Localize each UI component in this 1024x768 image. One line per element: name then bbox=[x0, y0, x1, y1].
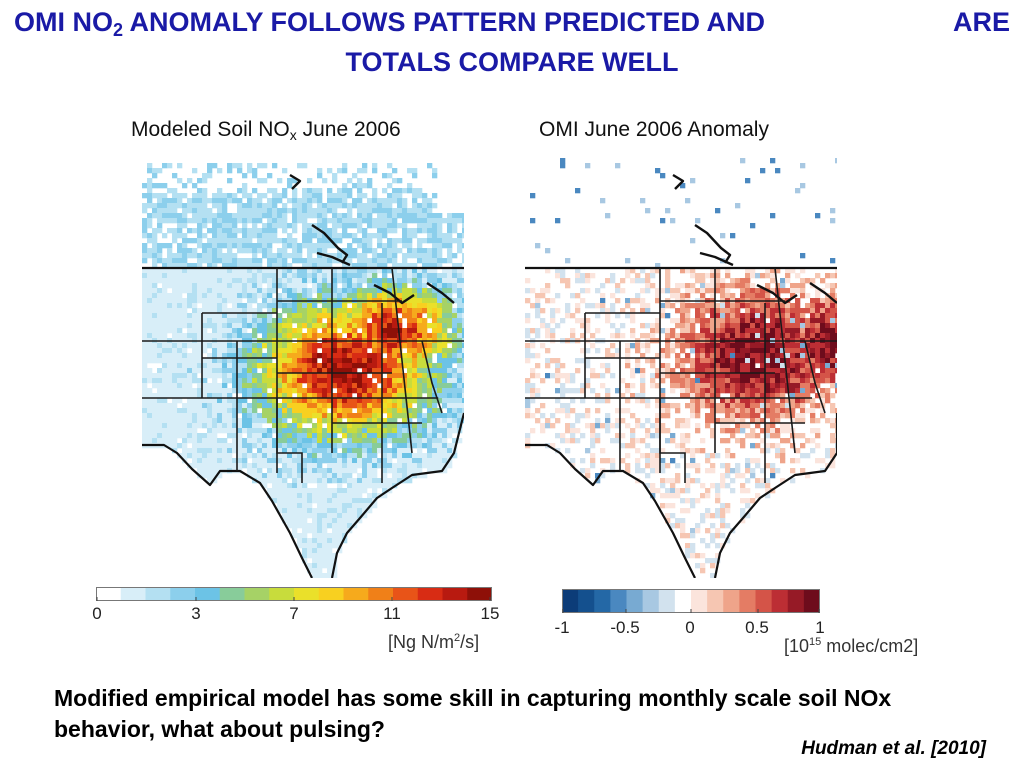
colorbar-swatch bbox=[294, 587, 320, 601]
colorbar-tick: -1 bbox=[554, 618, 570, 637]
colorbar-swatch bbox=[562, 589, 579, 613]
colorbar-swatch bbox=[594, 589, 611, 613]
colorbar-swatch bbox=[244, 587, 270, 601]
colorbar-swatch bbox=[393, 587, 419, 601]
colorbar-tick: -0.5 bbox=[610, 618, 640, 637]
citation: Hudman et al. [2010] bbox=[801, 738, 986, 759]
colorbar-swatch bbox=[195, 587, 221, 601]
colorbar-swatch bbox=[642, 589, 660, 613]
colorbar-swatch bbox=[269, 587, 295, 601]
colorbar-swatch bbox=[368, 587, 394, 601]
summary-text: Modified empirical model has some skill … bbox=[54, 685, 892, 742]
colorbar-swatch bbox=[467, 587, 492, 601]
soil-nox-units: [Ng N/m2/s] bbox=[388, 632, 480, 652]
colorbar-swatch bbox=[343, 587, 369, 601]
colorbar-swatch bbox=[803, 589, 820, 613]
colorbar-swatch bbox=[578, 589, 595, 613]
omi-anomaly-map bbox=[525, 153, 837, 578]
colorbar-tick: 0 bbox=[92, 604, 102, 623]
colorbar-swatch bbox=[739, 589, 756, 613]
anomaly-colorbar bbox=[562, 589, 820, 613]
colorbar-swatch bbox=[691, 589, 708, 613]
title-line-1: OMI NO2 ANOMALY FOLLOWS PATTERN PREDICTE… bbox=[14, 7, 766, 40]
left-map-title: Modeled Soil NOx June 2006 bbox=[131, 118, 401, 143]
colorbar-swatch bbox=[707, 589, 724, 613]
colorbar-swatch bbox=[318, 587, 344, 601]
colorbar-swatch bbox=[120, 587, 146, 601]
colorbar-tick: 15 bbox=[480, 604, 500, 623]
colorbar-tick: 7 bbox=[289, 604, 299, 623]
colorbar-swatch bbox=[96, 587, 122, 601]
colorbar-swatch bbox=[674, 589, 692, 613]
colorbar-swatch bbox=[723, 589, 740, 613]
colorbar-swatch bbox=[219, 587, 245, 601]
colorbar-swatch bbox=[771, 589, 789, 613]
colorbar-swatch bbox=[442, 587, 468, 601]
colorbar-tick: 0.5 bbox=[745, 618, 769, 637]
right-map-title: OMI June 2006 Anomaly bbox=[539, 118, 769, 141]
soil-nox-colorbar bbox=[96, 587, 492, 601]
colorbar-swatch bbox=[170, 587, 196, 601]
colorbar-swatch bbox=[626, 589, 644, 613]
title-line-1-right: ARE bbox=[952, 7, 1010, 37]
colorbar-swatch bbox=[787, 589, 805, 613]
colorbar-swatch bbox=[610, 589, 627, 613]
colorbar-swatch bbox=[145, 587, 171, 601]
colorbar-tick: 0 bbox=[685, 618, 695, 637]
colorbar-tick: 3 bbox=[191, 604, 201, 623]
modeled-soil-nox-map bbox=[142, 153, 464, 578]
title-line-2: TOTALS COMPARE WELL bbox=[345, 47, 679, 77]
colorbar-tick: 1 bbox=[815, 618, 825, 637]
colorbar-tick: 11 bbox=[383, 604, 401, 623]
anomaly-units: [1015 molec/cm2] bbox=[784, 636, 919, 656]
colorbar-swatch bbox=[755, 589, 773, 613]
colorbar-swatch bbox=[417, 587, 443, 601]
colorbar-swatch bbox=[658, 589, 676, 613]
